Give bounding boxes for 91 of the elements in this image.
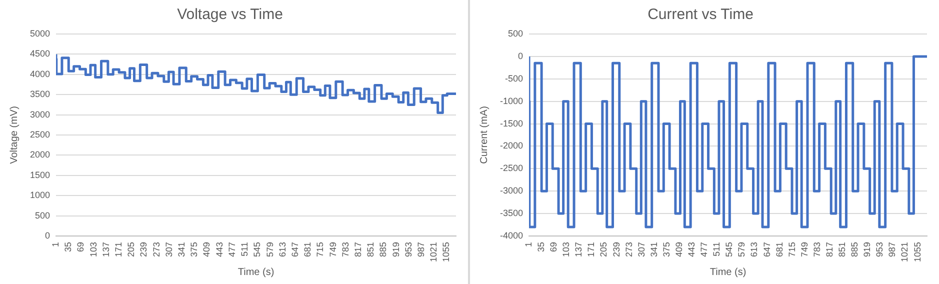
x-tick-label: 681 bbox=[774, 242, 784, 258]
x-tick-label: 511 bbox=[712, 242, 722, 256]
x-tick-label: 341 bbox=[648, 242, 659, 258]
x-tick-label: 273 bbox=[151, 242, 162, 258]
x-tick-label: 1 bbox=[524, 242, 534, 247]
y-tick-label: 4500 bbox=[30, 48, 50, 59]
x-tick-label: 171 bbox=[586, 242, 596, 258]
x-tick-label: 409 bbox=[674, 242, 684, 258]
y-tick-label: 2000 bbox=[30, 150, 50, 160]
x-tick-label: 885 bbox=[850, 242, 860, 258]
y-axis-title: Voltage (mV) bbox=[8, 106, 20, 164]
x-tick-label: 477 bbox=[699, 242, 710, 258]
x-tick-label: 35 bbox=[63, 242, 74, 252]
x-tick-label: 647 bbox=[762, 242, 772, 258]
x-tick-label: 1 bbox=[50, 242, 61, 247]
x-tick-label: 35 bbox=[536, 242, 546, 252]
x-axis-title: Time (s) bbox=[710, 266, 746, 278]
x-tick-label: 239 bbox=[611, 242, 622, 258]
x-tick-label: 885 bbox=[378, 242, 388, 258]
x-tick-label: 715 bbox=[315, 242, 326, 258]
x-tick-label: 205 bbox=[126, 242, 136, 258]
x-axis-title: Time (s) bbox=[238, 266, 274, 278]
y-tick-label: 0 bbox=[45, 230, 50, 240]
x-tick-label: 1021 bbox=[900, 242, 910, 262]
chart-title: Current vs Time bbox=[648, 6, 754, 24]
x-tick-label: 171 bbox=[114, 242, 124, 258]
x-tick-label: 987 bbox=[416, 242, 426, 258]
x-tick-label: 443 bbox=[686, 242, 697, 258]
y-tick-label: -2000 bbox=[500, 140, 524, 151]
y-tick-label: -1500 bbox=[500, 118, 524, 128]
x-tick-label: 341 bbox=[176, 242, 187, 258]
x-tick-label: 783 bbox=[812, 242, 822, 258]
x-tick-label: 477 bbox=[226, 242, 237, 258]
x-tick-label: 137 bbox=[574, 242, 584, 258]
x-tick-label: 851 bbox=[837, 242, 848, 258]
x-tick-label: 545 bbox=[252, 242, 262, 258]
x-tick-label: 681 bbox=[302, 242, 313, 258]
x-tick-label: 817 bbox=[824, 242, 834, 258]
x-tick-label: 749 bbox=[799, 242, 810, 258]
x-tick-label: 715 bbox=[786, 242, 797, 258]
x-tick-label: 749 bbox=[328, 242, 338, 258]
y-tick-label: 3000 bbox=[30, 109, 50, 120]
x-tick-label: 783 bbox=[340, 242, 350, 258]
x-tick-label: 613 bbox=[277, 242, 288, 258]
y-tick-label: 1000 bbox=[30, 190, 50, 200]
x-tick-label: 409 bbox=[202, 242, 212, 258]
x-tick-label: 953 bbox=[874, 242, 885, 258]
x-tick-label: 103 bbox=[561, 242, 572, 258]
y-tick-label: 1500 bbox=[30, 170, 50, 180]
x-tick-label: 919 bbox=[862, 242, 872, 258]
y-tick-label: 500 bbox=[508, 28, 524, 38]
x-tick-label: 1055 bbox=[912, 242, 922, 262]
y-axis-title: Current (mA) bbox=[478, 106, 490, 164]
x-tick-label: 647 bbox=[290, 242, 300, 258]
x-tick-label: 443 bbox=[214, 242, 224, 258]
x-tick-label: 137 bbox=[100, 242, 111, 258]
x-tick-label: 69 bbox=[548, 242, 559, 252]
x-tick-label: 273 bbox=[624, 242, 634, 258]
y-tick-label: -4000 bbox=[500, 230, 524, 240]
x-tick-label: 987 bbox=[887, 242, 898, 258]
x-tick-label: 919 bbox=[390, 242, 401, 258]
x-tick-label: 375 bbox=[661, 242, 672, 258]
x-tick-label: 545 bbox=[724, 242, 734, 258]
y-tick-label: 5000 bbox=[30, 28, 50, 38]
x-tick-label: 375 bbox=[189, 242, 200, 258]
y-tick-label: 3500 bbox=[30, 89, 50, 100]
x-tick-label: 1021 bbox=[428, 242, 439, 262]
y-tick-label: -1000 bbox=[500, 96, 524, 106]
x-tick-label: 953 bbox=[403, 242, 414, 258]
x-tick-label: 239 bbox=[138, 242, 149, 258]
x-tick-label: 817 bbox=[352, 242, 363, 258]
y-tick-label: 0 bbox=[518, 50, 524, 61]
x-tick-label: 579 bbox=[736, 242, 747, 258]
y-tick-label: -3000 bbox=[500, 186, 524, 196]
y-tick-label: 2500 bbox=[30, 129, 50, 140]
x-tick-label: 69 bbox=[76, 242, 86, 252]
x-tick-label: 613 bbox=[749, 242, 760, 258]
y-tick-label: -500 bbox=[505, 73, 524, 84]
y-tick-label: 500 bbox=[34, 210, 50, 220]
x-tick-label: 205 bbox=[598, 242, 609, 258]
x-tick-label: 579 bbox=[264, 242, 275, 258]
x-tick-label: 511 bbox=[240, 242, 250, 256]
x-tick-label: 307 bbox=[164, 242, 174, 258]
chart-title: Voltage vs Time bbox=[177, 6, 283, 24]
y-tick-label: -3500 bbox=[500, 208, 524, 218]
x-tick-label: 103 bbox=[88, 242, 98, 258]
x-tick-label: 851 bbox=[366, 242, 376, 258]
y-tick-label: 4000 bbox=[30, 68, 50, 79]
y-tick-label: -2500 bbox=[500, 163, 524, 174]
x-tick-label: 1055 bbox=[441, 242, 452, 262]
x-tick-label: 307 bbox=[636, 242, 646, 258]
